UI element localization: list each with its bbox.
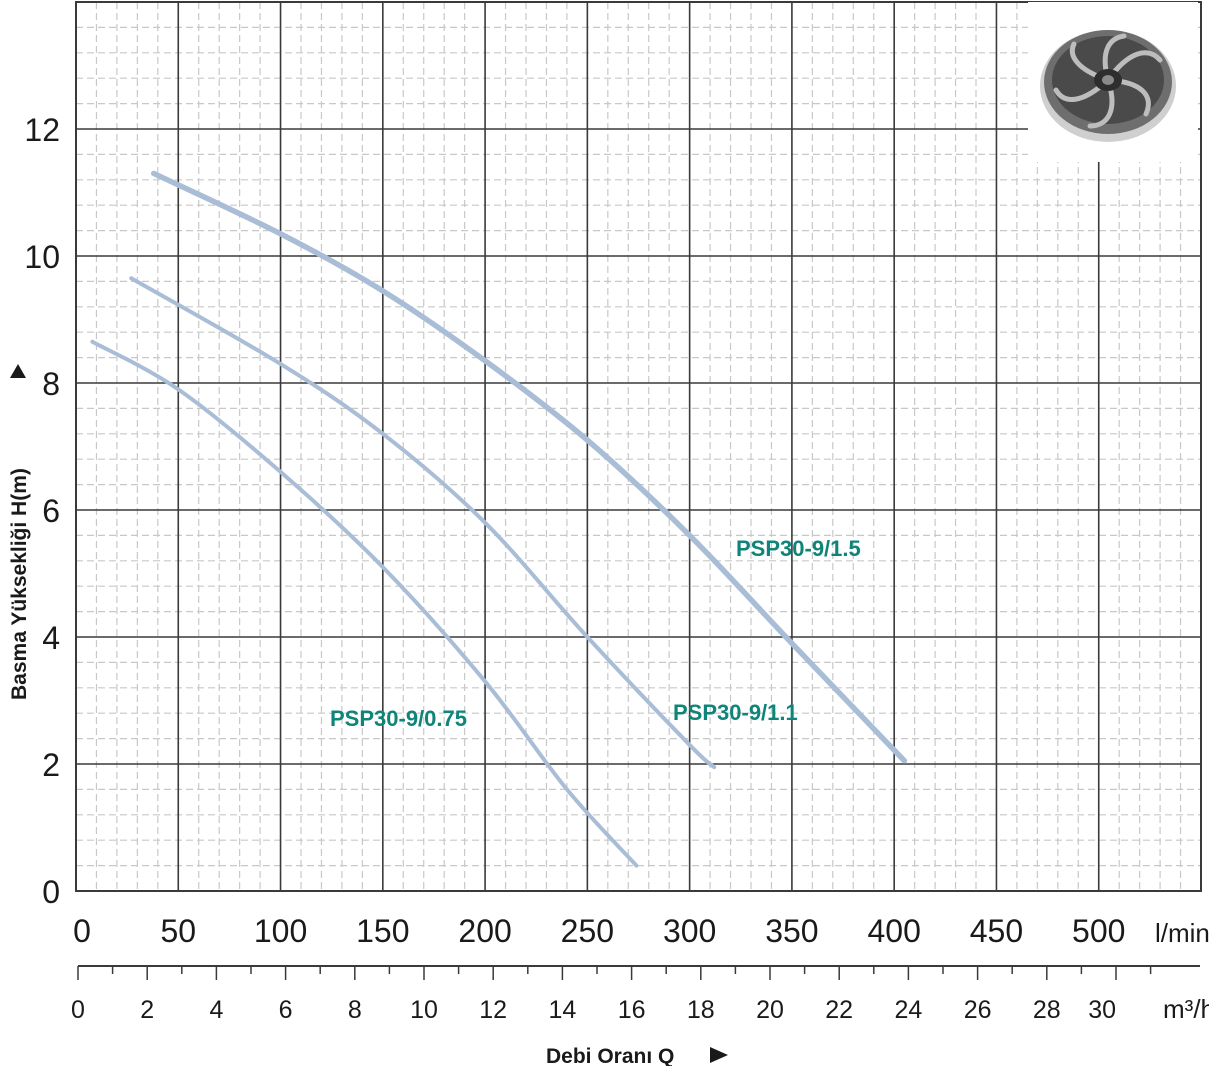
- impeller-icon: [1028, 2, 1198, 162]
- series-label-psp30-9-1.5: PSP30-9/1.5: [736, 536, 861, 561]
- y-axis-title: Basma Yüksekliği H(m): [8, 364, 31, 700]
- x2-tick-label: 0: [71, 996, 85, 1024]
- x2-tick-label: 20: [756, 996, 784, 1024]
- x2-tick-label: 6: [279, 996, 293, 1024]
- x-tick-label: 150: [356, 913, 409, 949]
- x2-tick-label: 16: [618, 996, 646, 1024]
- series-line-psp30-9/0.75: [90, 339, 639, 868]
- series-curves: [90, 170, 908, 868]
- x-axis-arrow-icon: [710, 1047, 728, 1063]
- x-tick-label: 350: [765, 913, 818, 949]
- minor-grid: [76, 2, 1201, 891]
- series-label-psp30-9-0.75: PSP30-9/0.75: [330, 706, 467, 731]
- x-unit-primary: l/min: [1155, 918, 1209, 948]
- x2-tick-label: 26: [964, 996, 992, 1024]
- series-line-psp30-9/1.5: [150, 170, 908, 764]
- x-tick-label: 0: [73, 913, 91, 949]
- y-tick-label: 4: [42, 620, 60, 656]
- x-tick-label: 400: [867, 913, 920, 949]
- series-label-psp30-9-1.1: PSP30-9/1.1: [673, 700, 798, 725]
- x2-tick-label: 30: [1088, 996, 1116, 1024]
- y-tick-label: 2: [42, 747, 60, 783]
- y-tick-label: 0: [42, 874, 60, 910]
- y-tick-label: 10: [24, 239, 60, 275]
- y-tick-label: 12: [24, 112, 60, 148]
- x-tick-label: 250: [561, 913, 614, 949]
- x2-tick-label: 22: [825, 996, 853, 1024]
- series-line-psp30-9/1.1: [129, 276, 717, 770]
- major-grid: [76, 2, 1201, 891]
- y-tick-label: 6: [42, 493, 60, 529]
- x-tick-label: 300: [663, 913, 716, 949]
- x-axis-label: Debi Oranı Q: [546, 1045, 674, 1066]
- x-tick-label: 500: [1072, 913, 1125, 949]
- y-axis-arrow-icon: [10, 364, 26, 378]
- y-tick-label: 8: [42, 366, 60, 402]
- x2-tick-label: 14: [548, 996, 576, 1024]
- x2-tick-label: 12: [479, 996, 507, 1024]
- x2-tick-label: 8: [348, 996, 362, 1024]
- x2-tick-label: 24: [894, 996, 922, 1024]
- x2-tick-label: 4: [209, 996, 223, 1024]
- x2-tick-label: 2: [140, 996, 154, 1024]
- x-tick-label: 450: [970, 913, 1023, 949]
- y-axis-label: Basma Yüksekliği H(m): [8, 468, 31, 700]
- x-axis-ticks-secondary: 0 2 4 6 8 10 12 14 16 18 20 22 24 26 28 30: [71, 966, 1152, 1024]
- y-axis-ticks: 0 2 4 6 8 10 12: [24, 112, 60, 910]
- x2-tick-label: 28: [1033, 996, 1061, 1024]
- x2-tick-label: 10: [410, 996, 438, 1024]
- x-axis-ticks-primary: 0 50 100 150 200 250 300 350 400 450 500: [73, 913, 1125, 949]
- x2-tick-label: 18: [687, 996, 715, 1024]
- plot-frame: [75, 1, 1202, 892]
- x-tick-label: 200: [458, 913, 511, 949]
- x-unit-secondary: m³/h: [1163, 994, 1209, 1024]
- x-tick-label: 100: [254, 913, 307, 949]
- x-tick-label: 50: [160, 913, 196, 949]
